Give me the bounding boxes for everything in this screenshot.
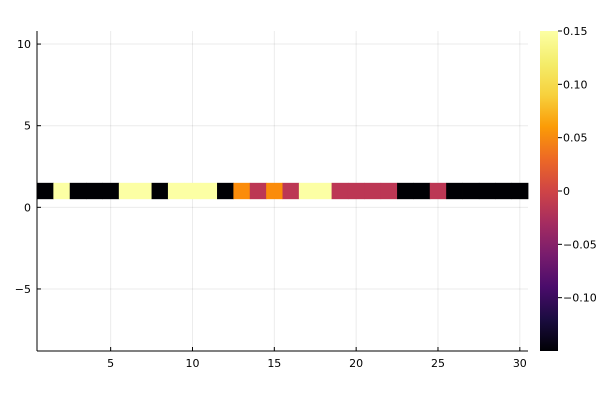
heatmap-cell [69, 182, 87, 200]
colorbar-ticks: 0.15 0.10 0.05 0 −0.05 −0.10 [558, 25, 597, 305]
x-tick-label: 30 [513, 357, 527, 370]
heatmap-cell [413, 182, 431, 200]
colorbar-tick-label: 0.15 [563, 25, 588, 38]
heatmap-cell [282, 182, 300, 200]
heatmap-cell [331, 182, 349, 200]
heatmap-cell [102, 182, 120, 200]
heatmap-cell [135, 182, 152, 200]
y-tick-label: −5 [15, 283, 31, 296]
heatmap-cell [266, 182, 283, 200]
heatmap-cell [446, 182, 463, 200]
heatmap-cells [37, 182, 529, 200]
heatmap-cell [184, 182, 202, 200]
heatmap-cell [249, 182, 267, 200]
y-tick-label: 5 [24, 120, 31, 133]
x-axis-ticks: 5 10 15 20 25 30 [107, 347, 527, 370]
heatmap-cell [217, 182, 234, 200]
heatmap-cell [167, 182, 185, 200]
y-axis-ticks: −5 0 5 10 [15, 38, 41, 296]
heatmap-cell [462, 182, 480, 200]
colorbar-tick-label: 0 [563, 185, 570, 198]
heatmap-cell [37, 182, 54, 200]
x-tick-label: 25 [431, 357, 445, 370]
colorbar: 0.15 0.10 0.05 0 −0.05 −0.10 [540, 25, 597, 351]
heatmap-cell [315, 182, 332, 200]
heatmap-cell [397, 182, 414, 200]
heatmap-cell [380, 182, 398, 200]
y-tick-label: 0 [24, 201, 31, 214]
x-tick-label: 20 [349, 357, 363, 370]
heatmap-cell [86, 182, 103, 200]
colorbar-tick-label: −0.05 [563, 238, 597, 251]
heatmap-cell [495, 182, 513, 200]
heatmap-cell [429, 182, 447, 200]
heatmap-cell [151, 182, 169, 200]
colorbar-tick-label: −0.10 [563, 292, 597, 305]
heatmap-cell [233, 182, 251, 200]
heatmap-cell [200, 182, 218, 200]
colorbar-tick-label: 0.05 [563, 132, 588, 145]
heatmap-cell [53, 182, 71, 200]
x-tick-label: 10 [185, 357, 199, 370]
heatmap-cell [347, 182, 365, 200]
x-tick-label: 5 [107, 357, 114, 370]
heatmap-cell [478, 182, 496, 200]
axes [36, 31, 528, 352]
heatmap-cell [511, 182, 529, 200]
heatmap-cell [364, 182, 382, 200]
colorbar-gradient [540, 31, 558, 351]
heatmap-cell [118, 182, 136, 200]
y-tick-label: 10 [17, 38, 31, 51]
colorbar-tick-label: 0.10 [563, 78, 588, 91]
x-tick-label: 15 [267, 357, 281, 370]
heatmap-cell [298, 182, 316, 200]
